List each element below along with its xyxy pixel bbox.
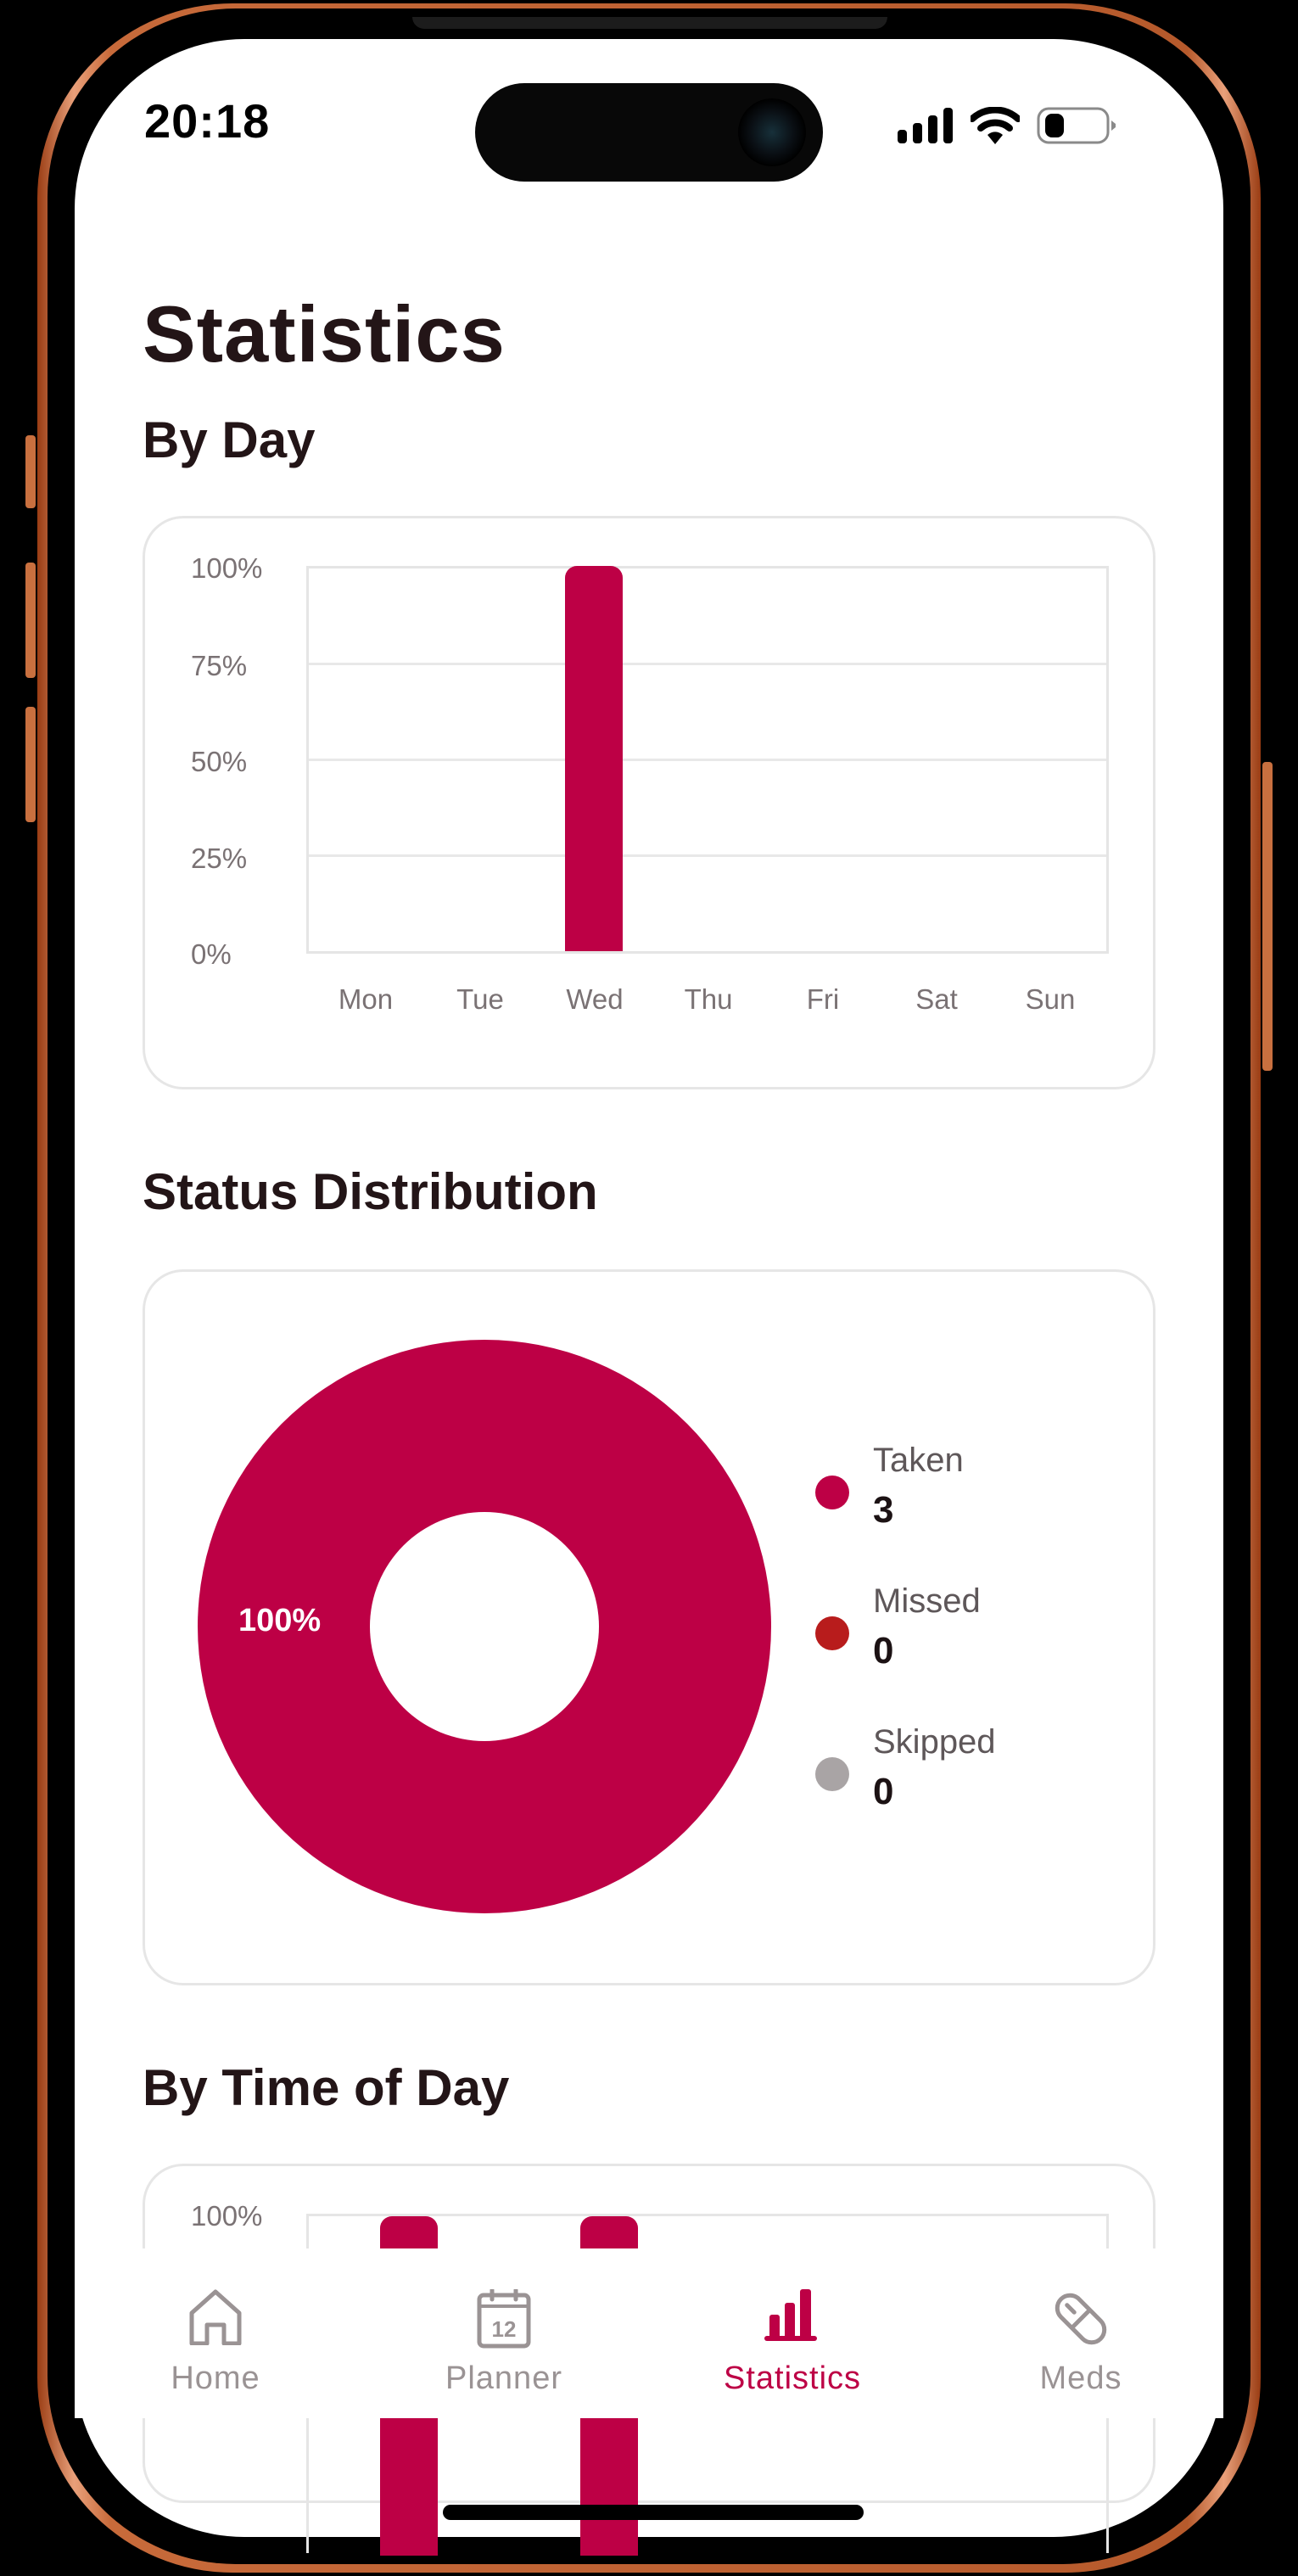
volume-up-button <box>25 563 36 678</box>
y-tick-label: 0% <box>191 938 232 970</box>
page-title: Statistics <box>143 289 506 378</box>
status-time: 20:18 <box>144 94 271 148</box>
y-tick-label: 50% <box>191 746 248 777</box>
legend-dot-missed <box>815 1616 849 1650</box>
x-tick-label: Sat <box>915 983 958 1015</box>
tab-label: Meds <box>1039 2360 1122 2396</box>
tab-label: Statistics <box>723 2360 862 2396</box>
wifi-icon <box>971 107 1020 144</box>
gridline <box>309 663 1106 665</box>
legend-label: Missed <box>873 1582 981 1620</box>
y-tick-label: 25% <box>191 843 248 874</box>
legend-value: 0 <box>873 1630 894 1672</box>
x-tick-label: Tue <box>456 983 504 1015</box>
gridline <box>309 759 1106 761</box>
home-icon <box>189 2289 242 2345</box>
tab-home[interactable]: Home <box>88 2248 343 2401</box>
legend-label: Skipped <box>873 1723 996 1761</box>
y-tick-label: 100% <box>191 2200 263 2232</box>
x-tick-label: Fri <box>806 983 840 1015</box>
tab-label: Home <box>171 2360 260 2396</box>
section-title-by-day: By Day <box>143 412 316 468</box>
x-tick-label: Mon <box>338 983 394 1015</box>
status-icons <box>898 107 1116 144</box>
gridline <box>309 854 1106 857</box>
by-day-chart-card: 100% 75% 50% 25% 0% Mon Tue Wed Thu Fri … <box>143 516 1155 1089</box>
volume-down-button <box>25 707 36 822</box>
bar-wed[interactable] <box>565 566 623 951</box>
tab-meds[interactable]: Meds <box>954 2248 1208 2401</box>
y-tick-label: 75% <box>191 650 248 681</box>
calendar-icon: 12 <box>477 2289 531 2349</box>
pill-icon <box>1055 2293 1107 2345</box>
dynamic-island <box>475 83 823 182</box>
donut-percent-label: 100% <box>238 1603 322 1638</box>
svg-text:12: 12 <box>492 2316 517 2342</box>
x-tick-label: Thu <box>684 983 733 1015</box>
legend-value: 0 <box>873 1771 894 1812</box>
legend-label: Taken <box>873 1442 964 1479</box>
y-tick-label: 100% <box>191 552 263 584</box>
section-title-status-distribution: Status Distribution <box>143 1163 598 1220</box>
x-tick-label: Wed <box>566 983 624 1015</box>
section-title-by-time-of-day: By Time of Day <box>143 2059 510 2116</box>
speaker-grille <box>412 17 887 29</box>
action-button <box>25 435 36 508</box>
legend-dot-taken <box>815 1476 849 1509</box>
x-tick-label: Sun <box>1025 983 1076 1015</box>
legend-dot-skipped <box>815 1757 849 1791</box>
bottom-tab-bar: Home 12 Planner Statistics Meds <box>75 2248 1223 2418</box>
battery-icon <box>1037 107 1116 144</box>
status-distribution-card: 100% Taken 3 Missed 0 Skipped 0 <box>143 1269 1155 1985</box>
tab-statistics[interactable]: Statistics <box>665 2248 920 2401</box>
power-button <box>1262 762 1273 1071</box>
tab-planner[interactable]: 12 Planner <box>377 2248 631 2401</box>
bar-chart-icon <box>764 2289 817 2341</box>
by-day-plot-area <box>306 566 1109 954</box>
donut-chart[interactable]: 100% <box>198 1340 771 1913</box>
cellular-signal-icon <box>898 108 953 143</box>
legend-value: 3 <box>873 1489 894 1531</box>
donut-hole <box>370 1512 599 1741</box>
home-indicator[interactable] <box>443 2505 864 2520</box>
camera-icon <box>738 98 806 166</box>
tab-label: Planner <box>445 2360 562 2396</box>
